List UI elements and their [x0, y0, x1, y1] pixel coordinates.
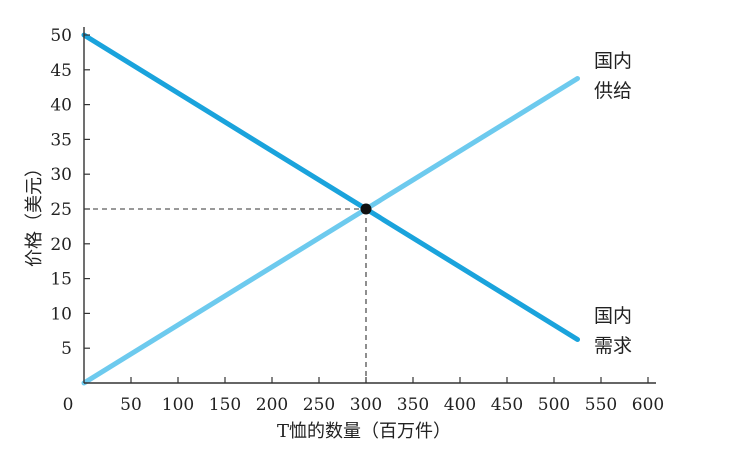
- x-axis-title: T恤的数量（百万件）: [277, 421, 451, 442]
- x-tick-label: 600: [632, 395, 664, 415]
- series-group: [81, 32, 580, 386]
- supply-curve: [81, 76, 580, 386]
- y-axis-title: 价格（美元）: [24, 159, 45, 267]
- y-tick-label: 40: [50, 96, 72, 116]
- x-tick-label: 150: [209, 395, 241, 415]
- x-tick-label: 300: [350, 395, 382, 415]
- x-tick-label: 50: [120, 395, 142, 415]
- x-tick-label: 0: [63, 395, 74, 415]
- demand-label-line-2: 需求: [594, 335, 632, 357]
- x-tick-label: 450: [491, 395, 523, 415]
- supply-label-line-1: 国内: [594, 50, 632, 72]
- y-tick-label: 35: [50, 130, 72, 150]
- equilibrium-guides: [84, 208, 367, 383]
- y-tick-label: 10: [50, 304, 72, 324]
- x-tick-label: 350: [397, 395, 429, 415]
- demand-label-line-1: 国内: [594, 305, 632, 327]
- x-tick-label: 400: [444, 395, 476, 415]
- x-tick-label: 250: [303, 395, 335, 415]
- y-tick-label: 5: [61, 339, 72, 359]
- x-tick-label: 200: [256, 395, 288, 415]
- ticks-group: 0 50 100 150 200 250 300 350 400 450 500 550 600 5 10 1…: [50, 26, 664, 415]
- y-tick-label: 30: [50, 165, 72, 185]
- y-tick-label: 45: [50, 61, 72, 81]
- axes-group: [83, 27, 656, 384]
- x-tick-label: 550: [585, 395, 617, 415]
- x-tick-label: 100: [162, 395, 194, 415]
- equilibrium-point: [360, 203, 372, 215]
- y-tick-label: 50: [50, 26, 72, 46]
- y-tick-label: 25: [50, 200, 72, 220]
- y-tick-label: 15: [50, 270, 72, 290]
- demand-curve: [81, 32, 580, 342]
- x-tick-label: 500: [538, 395, 570, 415]
- supply-label-line-2: 供给: [594, 80, 632, 102]
- y-tick-label: 20: [50, 235, 72, 255]
